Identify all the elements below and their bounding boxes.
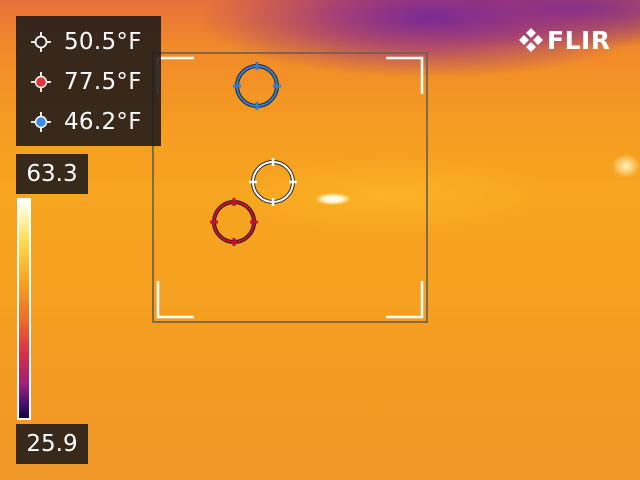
- center-spot-readout: 50.5°F: [16, 22, 161, 62]
- scale-max-label[interactable]: 63.3: [16, 154, 88, 194]
- center-spot-marker[interactable]: [248, 157, 298, 207]
- roi-corner-bottom-left: [156, 281, 194, 319]
- roi-corner-top-right: [386, 56, 424, 94]
- crosshair-icon: [31, 32, 51, 52]
- hot-spot-marker[interactable]: [209, 197, 259, 247]
- roi-corner-bottom-right: [386, 281, 424, 319]
- flir-logo: FLIR: [519, 24, 611, 56]
- flir-logo-icon: [519, 28, 543, 52]
- cold-spot-value: 46.2°F: [64, 109, 142, 135]
- measurement-area-box[interactable]: [152, 52, 428, 323]
- hot-spot-readout: 77.5°F: [16, 62, 161, 102]
- color-scale-bar: [17, 198, 31, 420]
- center-spot-value: 50.5°F: [64, 29, 142, 55]
- crosshair-icon: [31, 72, 51, 92]
- spot-readouts-panel: 50.5°F 77.5°F 46.2°F: [16, 16, 161, 146]
- cold-spot-marker[interactable]: [232, 61, 282, 111]
- hot-spot-value: 77.5°F: [64, 69, 142, 95]
- crosshair-icon: [31, 112, 51, 132]
- roi-corner-top-left: [156, 56, 194, 94]
- scale-min-label[interactable]: 25.9: [16, 424, 88, 464]
- flir-logo-text: FLIR: [547, 25, 611, 55]
- cold-spot-readout: 46.2°F: [16, 102, 161, 142]
